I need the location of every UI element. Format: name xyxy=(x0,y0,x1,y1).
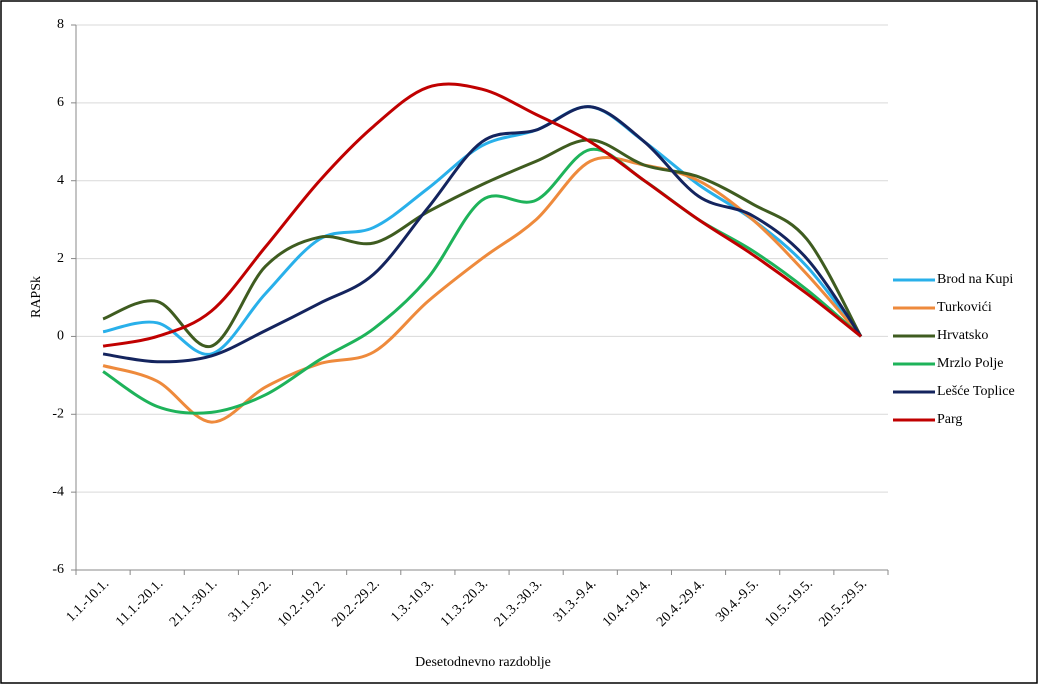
series-line xyxy=(102,147,862,415)
legend-label: Parg xyxy=(937,412,962,427)
legend-label: Turkovići xyxy=(937,300,992,315)
series-line xyxy=(102,82,862,348)
legend-label: Mrzlo Polje xyxy=(937,356,1004,371)
y-tick-label: 0 xyxy=(57,329,64,344)
legend-label: Hrvatsko xyxy=(937,328,988,343)
y-tick-label: 2 xyxy=(57,251,64,266)
y-tick-label: 6 xyxy=(57,95,64,110)
x-axis-label: Desetodnevno razdoblje xyxy=(415,655,551,670)
y-tick-label: 8 xyxy=(57,17,64,32)
y-axis-label: RAPSk xyxy=(29,276,44,318)
y-tick-label: -2 xyxy=(52,407,64,422)
y-tick-label: -4 xyxy=(52,484,64,499)
series-line xyxy=(102,138,863,348)
series-line xyxy=(102,105,863,364)
legend-label: Brod na Kupi xyxy=(937,272,1013,287)
legend-label: Lešće Toplice xyxy=(937,384,1015,399)
y-tick-label: 4 xyxy=(57,173,64,188)
y-tick-label: -6 xyxy=(52,562,64,577)
